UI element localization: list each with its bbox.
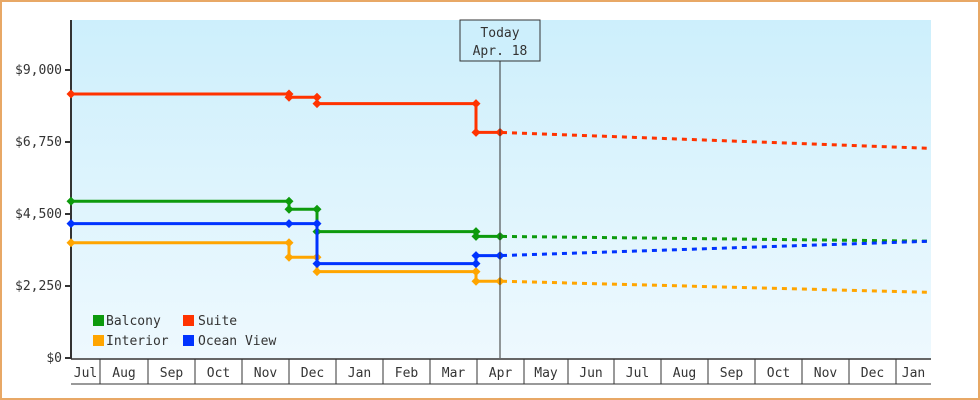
x-month-label: Nov (814, 366, 838, 381)
legend-label-suite[interactable]: Suite (198, 314, 237, 329)
series-layer (66, 89, 932, 294)
y-tick-label: $9,000 (15, 63, 62, 78)
today-label-line2: Apr. 18 (473, 44, 528, 59)
legend-swatch-interior (93, 335, 104, 346)
series-suite[interactable] (66, 89, 932, 150)
x-month-label: Dec (861, 366, 884, 381)
x-month-label: Sep (720, 366, 744, 381)
x-month-label: Jul (74, 366, 97, 381)
y-tick-label: $2,250 (15, 279, 62, 294)
legend-label-balcony[interactable]: Balcony (106, 314, 161, 329)
forecast-line (499, 130, 932, 150)
today-label-line1: Today (480, 26, 519, 41)
forecast-line (499, 234, 932, 243)
x-month-label: Jan (348, 366, 371, 381)
legend-label-ocean-view[interactable]: Ocean View (198, 334, 276, 349)
y-tick-label: $6,750 (15, 135, 62, 150)
series-ocean-view[interactable] (66, 219, 932, 269)
x-axis: Jul Aug Sep Oct Nov Dec Jan Feb Mar Apr May Jun Jul A… (71, 358, 931, 385)
legend-label-interior[interactable]: Interior (106, 334, 169, 349)
x-month-label: Oct (207, 366, 230, 381)
forecast-line (499, 239, 932, 258)
x-month-label: Oct (767, 366, 790, 381)
y-tick-label: $0 (46, 351, 62, 366)
x-month-label: Dec (301, 366, 324, 381)
x-month-label: Aug (673, 366, 696, 381)
x-month-label: May (534, 366, 558, 381)
y-tick-label: $4,500 (15, 207, 62, 222)
x-month-label: Jul (626, 366, 649, 381)
y-axis: $0 $2,250 $4,500 $6,750 $9,000 (15, 20, 72, 366)
x-month-label: Sep (160, 366, 184, 381)
x-month-label: Mar (442, 366, 466, 381)
forecast-line (499, 279, 932, 294)
legend-swatch-suite (183, 315, 194, 326)
legend-swatch-ocean-view (183, 335, 194, 346)
legend-swatch-balcony (93, 315, 104, 326)
x-month-label: Nov (254, 366, 278, 381)
today-label-box (459, 19, 541, 62)
today-marker: Today Apr. 18 (459, 19, 541, 358)
plot-area (71, 20, 931, 358)
x-month-label: Jun (579, 366, 602, 381)
x-month-label: Feb (395, 366, 419, 381)
legend: Balcony Suite Interior Ocean View (93, 314, 276, 349)
x-month-label: Aug (112, 366, 135, 381)
x-month-label: Jan (902, 366, 925, 381)
x-month-label: Apr (489, 366, 513, 381)
